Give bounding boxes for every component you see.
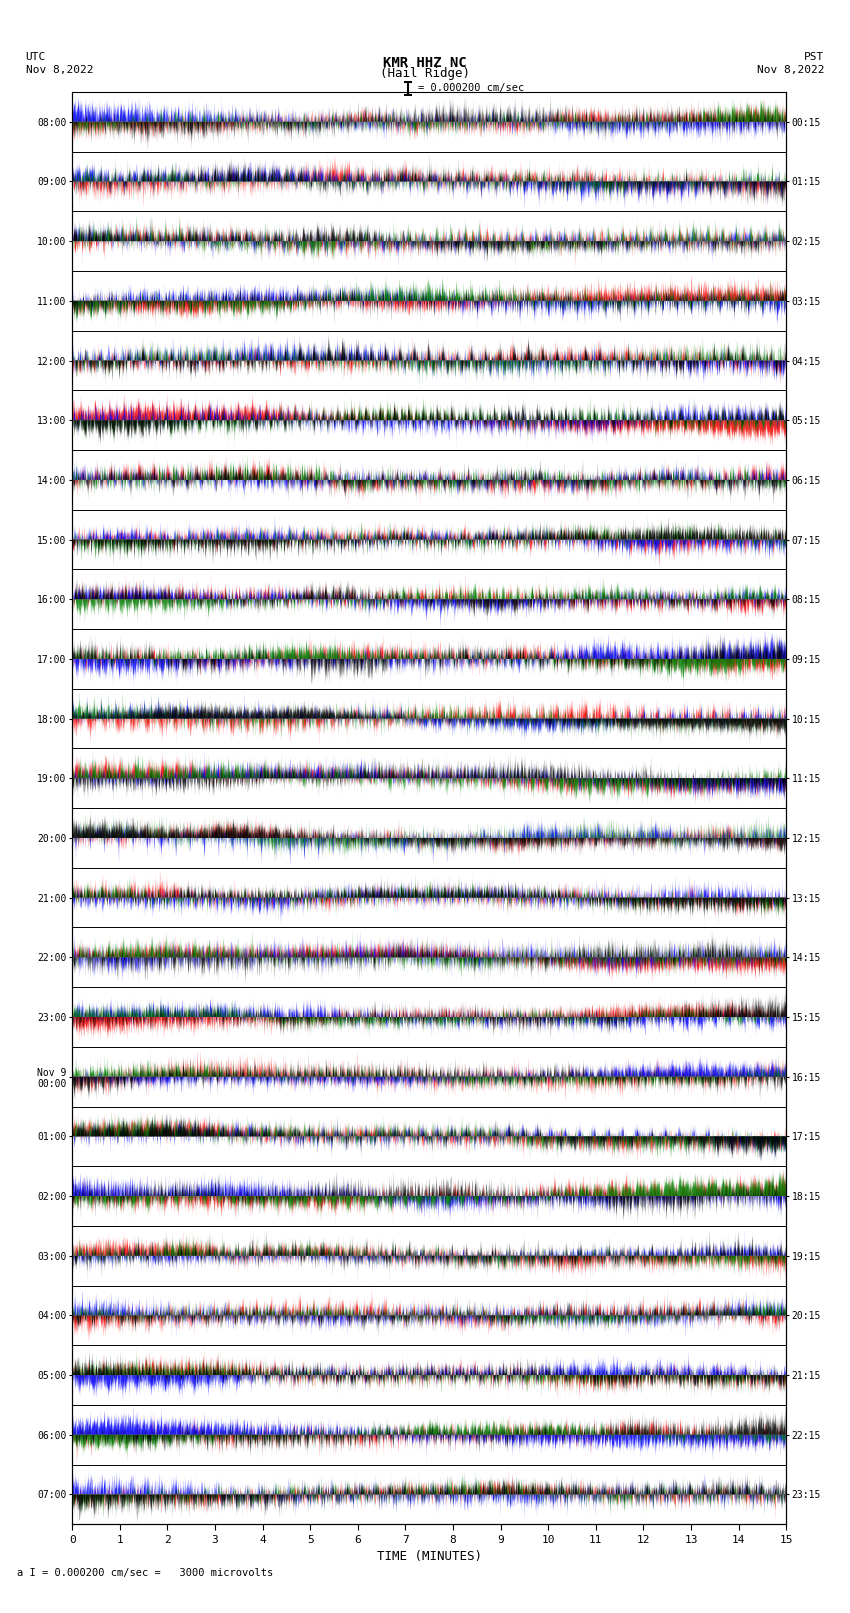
X-axis label: TIME (MINUTES): TIME (MINUTES) xyxy=(377,1550,482,1563)
Text: = 0.000200 cm/sec: = 0.000200 cm/sec xyxy=(418,82,524,94)
Text: PST: PST xyxy=(804,52,824,61)
Text: UTC: UTC xyxy=(26,52,46,61)
Text: KMR HHZ NC: KMR HHZ NC xyxy=(383,56,467,71)
Text: (Hail Ridge): (Hail Ridge) xyxy=(380,66,470,79)
Text: Nov 8,2022: Nov 8,2022 xyxy=(26,65,93,74)
Text: a I = 0.000200 cm/sec =   3000 microvolts: a I = 0.000200 cm/sec = 3000 microvolts xyxy=(17,1568,273,1578)
Text: Nov 8,2022: Nov 8,2022 xyxy=(757,65,824,74)
